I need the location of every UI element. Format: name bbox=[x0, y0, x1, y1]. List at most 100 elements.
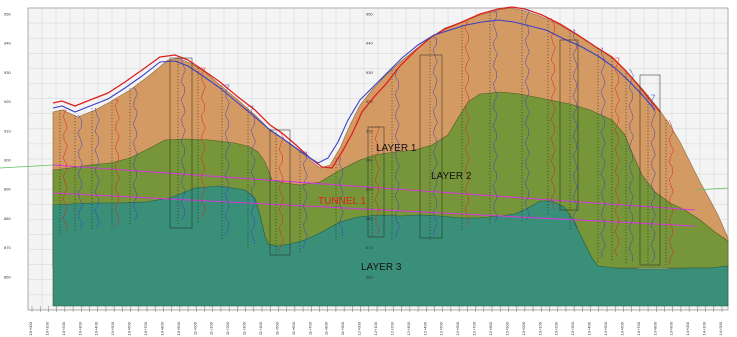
borehole-log-curve bbox=[338, 157, 344, 237]
borehole-log-curve bbox=[628, 69, 634, 263]
elevation-tick-label-mid: 860 bbox=[366, 274, 373, 279]
station-tick-label: 12+300 bbox=[406, 321, 411, 335]
elevation-tick-label: 860 bbox=[4, 274, 11, 279]
borehole-log-curve bbox=[572, 29, 578, 229]
station-tick-label: 14+200 bbox=[718, 321, 723, 335]
borehole-log-curve bbox=[668, 119, 674, 265]
elevation-tick-label: 880 bbox=[4, 216, 11, 221]
borehole-log-curve bbox=[600, 47, 606, 259]
elevation-tick-label: 930 bbox=[4, 70, 11, 75]
station-tick-label: 11+100 bbox=[209, 321, 214, 335]
borehole-log-curve bbox=[524, 9, 530, 221]
station-tick-label: 11+900 bbox=[340, 321, 345, 335]
tunnel-line-lower bbox=[52, 192, 696, 227]
station-tick-label: 12+700 bbox=[472, 321, 477, 335]
borehole-log-curve bbox=[614, 57, 620, 257]
station-tick-label: 10+300 bbox=[77, 321, 82, 335]
station-tick-label: 11+600 bbox=[291, 321, 296, 335]
borehole-log-curve bbox=[650, 94, 656, 264]
station-tick-label: 13+900 bbox=[669, 321, 674, 335]
station-tick-label: 12+200 bbox=[389, 321, 394, 335]
station-tick-label: 11+500 bbox=[274, 321, 279, 335]
elevation-tick-label-mid: 880 bbox=[366, 216, 373, 221]
elevation-tick-label-mid: 870 bbox=[366, 245, 373, 250]
borehole-log-curve bbox=[394, 69, 400, 239]
ground-line-red bbox=[52, 6, 661, 169]
station-tick-label: 12+400 bbox=[422, 321, 427, 335]
station-tick-label: 10+100 bbox=[44, 321, 49, 335]
station-tick-label: 11+800 bbox=[324, 321, 329, 335]
station-tick-label: 12+800 bbox=[488, 321, 493, 335]
layer-2-label: LAYER 2 bbox=[431, 171, 472, 182]
elevation-tick-label: 870 bbox=[4, 245, 11, 250]
annotation-box-3 bbox=[367, 126, 385, 238]
borehole-log-curve bbox=[550, 17, 556, 211]
station-tick-label: 13+500 bbox=[603, 321, 608, 335]
elevation-tick-label-mid: 950 bbox=[366, 12, 373, 17]
annotation-box-1 bbox=[169, 57, 193, 229]
station-tick-label: 12+100 bbox=[373, 321, 378, 335]
station-tick-label: 10+400 bbox=[94, 321, 99, 335]
station-tick-label: 12+600 bbox=[455, 321, 460, 335]
elevation-tick-label-mid: 910 bbox=[366, 128, 373, 133]
station-tick-label: 13+200 bbox=[554, 321, 559, 335]
tunnel-line-upper bbox=[52, 164, 696, 211]
elevation-tick-label-mid: 920 bbox=[366, 99, 373, 104]
station-tick-label: 10+700 bbox=[143, 321, 148, 335]
borehole-log-curve bbox=[94, 107, 100, 229]
elevation-tick-label: 910 bbox=[4, 128, 11, 133]
annotation-box-4 bbox=[419, 54, 443, 239]
borehole-log-curve bbox=[492, 11, 498, 223]
borehole-log-curve bbox=[278, 131, 284, 253]
borehole-log-curve bbox=[77, 114, 83, 230]
station-tick-label: 13+800 bbox=[652, 321, 657, 335]
elevation-tick-label: 920 bbox=[4, 99, 11, 104]
station-tick-label: 10+200 bbox=[61, 321, 66, 335]
station-tick-label: 11+300 bbox=[242, 321, 247, 335]
station-tick-label: 11+000 bbox=[192, 321, 197, 335]
station-tick-label: 10+600 bbox=[127, 321, 132, 335]
borehole-log-curve bbox=[250, 105, 256, 245]
borehole-log-curve bbox=[464, 21, 470, 227]
borehole-log-curve bbox=[180, 57, 186, 221]
borehole-log-curve bbox=[114, 99, 120, 227]
borehole-log-curve bbox=[374, 126, 380, 236]
station-axis: 10+000 10+100 10+200 10+300 10+400 10+500 10+6… bbox=[28, 306, 723, 335]
elevation-tick-label: 900 bbox=[4, 158, 11, 163]
station-tick-label: 14+000 bbox=[685, 321, 690, 335]
tunnel-label: TUNNEL 1 bbox=[318, 196, 366, 207]
reference-line-green bbox=[0, 164, 54, 169]
station-tick-label: 13+400 bbox=[587, 321, 592, 335]
borehole-log-curve bbox=[62, 109, 68, 231]
station-tick-label: 10+900 bbox=[176, 321, 181, 335]
borehole-logs bbox=[59, 9, 674, 266]
borehole-log-curve bbox=[432, 37, 438, 237]
elevation-tick-label-mid: 890 bbox=[366, 187, 373, 192]
elevation-tick-label-mid: 900 bbox=[366, 158, 373, 163]
layer-3-label: LAYER 3 bbox=[361, 262, 402, 273]
annotation-box-6 bbox=[639, 74, 661, 266]
elevation-tick-label: 950 bbox=[4, 12, 11, 17]
station-tick-label: 14+100 bbox=[702, 321, 707, 335]
elevation-tick-label: 940 bbox=[4, 41, 11, 46]
borehole-log-curve bbox=[302, 151, 308, 249]
station-tick-label: 11+400 bbox=[258, 321, 263, 335]
station-tick-label: 13+100 bbox=[537, 321, 542, 335]
station-tick-label: 10+800 bbox=[159, 321, 164, 335]
station-tick-label: 13+700 bbox=[636, 321, 641, 335]
station-tick-label: 13+300 bbox=[570, 321, 575, 335]
station-tick-label: 12+900 bbox=[504, 321, 509, 335]
reference-line-green-right bbox=[694, 187, 729, 191]
elevation-tick-label-mid: 940 bbox=[366, 41, 373, 46]
elevation-tick-label-mid: 930 bbox=[366, 70, 373, 75]
annotation-boxes bbox=[169, 39, 661, 266]
station-tick-label: 11+700 bbox=[307, 321, 312, 335]
borehole-log-curve bbox=[224, 84, 230, 236]
borehole-log-curve bbox=[132, 87, 138, 221]
station-tick-label: 13+000 bbox=[521, 321, 526, 335]
borehole-log-curve bbox=[200, 67, 206, 219]
annotation-box-2 bbox=[269, 129, 291, 256]
station-tick-label: 11+200 bbox=[225, 321, 230, 335]
elevation-tick-label: 890 bbox=[4, 187, 11, 192]
